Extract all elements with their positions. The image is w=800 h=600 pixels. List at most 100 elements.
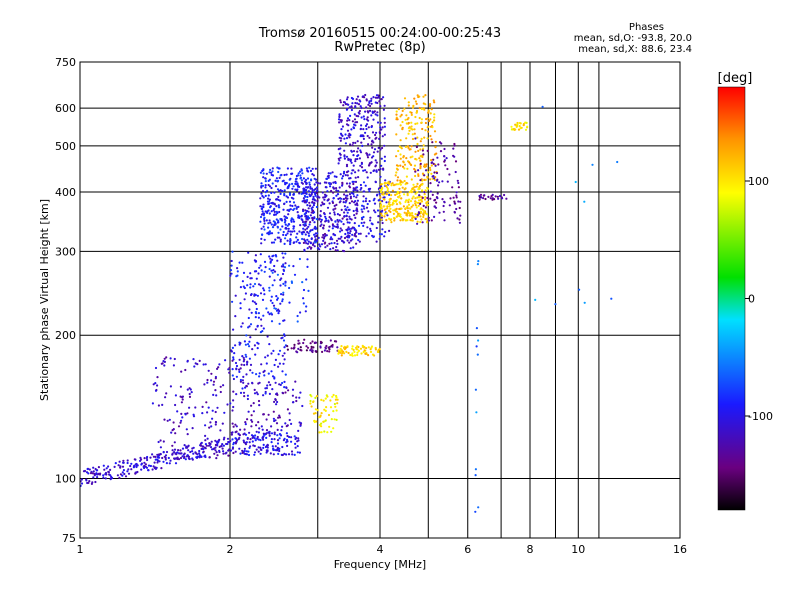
data-point — [239, 302, 242, 305]
data-point — [355, 114, 358, 117]
data-point — [378, 96, 381, 99]
data-point — [296, 174, 300, 177]
data-point — [373, 202, 377, 205]
y-tick-label: 500 — [55, 140, 76, 153]
data-point — [329, 406, 333, 409]
data-point — [292, 265, 295, 268]
data-point — [189, 450, 192, 454]
data-point — [389, 203, 392, 206]
data-point — [80, 482, 84, 485]
data-point — [340, 137, 343, 140]
data-point — [365, 123, 369, 126]
data-point — [333, 213, 336, 216]
data-point — [285, 386, 288, 389]
data-point — [249, 336, 252, 339]
data-point — [314, 194, 317, 197]
data-point — [217, 366, 220, 369]
data-point — [349, 195, 352, 198]
data-point — [235, 430, 238, 433]
data-point — [448, 204, 451, 207]
data-point — [271, 174, 275, 177]
data-point — [332, 247, 335, 250]
data-point — [312, 400, 315, 404]
data-point — [254, 353, 257, 356]
data-point — [287, 453, 291, 456]
data-point — [275, 255, 278, 258]
data-point — [241, 261, 244, 264]
data-point — [336, 193, 340, 196]
data-point — [328, 348, 331, 351]
data-point — [410, 113, 413, 116]
data-point — [367, 232, 370, 235]
data-point — [272, 269, 275, 272]
data-point — [367, 126, 370, 129]
data-point — [296, 184, 300, 187]
data-point — [336, 346, 339, 349]
data-point — [266, 384, 269, 387]
data-point — [314, 235, 317, 238]
data-point — [500, 196, 503, 199]
data-point — [431, 141, 434, 144]
data-point — [345, 155, 349, 158]
data-point — [405, 114, 408, 117]
data-point — [259, 448, 262, 451]
data-point — [302, 177, 305, 180]
data-point — [270, 241, 274, 244]
data-point — [277, 219, 280, 222]
data-point — [255, 448, 258, 451]
data-point — [267, 222, 270, 225]
data-point — [264, 392, 267, 395]
data-point — [242, 391, 246, 394]
data-point — [356, 345, 359, 348]
data-point — [349, 197, 352, 200]
data-point — [162, 440, 165, 443]
data-point — [183, 455, 186, 459]
data-point — [401, 127, 404, 130]
data-point — [291, 187, 294, 190]
data-point — [288, 418, 291, 422]
y-tick-label: 100 — [55, 473, 76, 486]
data-point — [199, 444, 203, 447]
data-point — [276, 298, 279, 301]
data-point — [276, 400, 279, 404]
data-point — [323, 349, 326, 352]
data-point — [186, 433, 189, 436]
data-point — [334, 405, 337, 408]
data-point — [335, 194, 338, 197]
data-point — [416, 191, 419, 194]
data-point — [231, 374, 234, 377]
data-point — [342, 197, 346, 201]
data-point — [393, 219, 396, 222]
data-point — [291, 388, 295, 391]
data-point — [294, 178, 298, 181]
data-point — [255, 277, 258, 280]
data-point — [262, 225, 265, 228]
data-point — [260, 227, 263, 230]
data-point — [330, 430, 333, 433]
data-point — [386, 205, 389, 208]
data-point — [311, 173, 314, 176]
data-point — [238, 358, 241, 361]
data-point — [113, 465, 116, 468]
data-point — [260, 186, 263, 189]
data-point — [316, 196, 319, 199]
data-point — [202, 450, 205, 453]
data-point — [231, 300, 234, 303]
data-point — [179, 456, 183, 460]
data-point — [282, 319, 285, 322]
data-point — [283, 266, 287, 269]
data-point — [355, 229, 358, 232]
data-point — [383, 215, 386, 218]
data-point — [424, 169, 428, 172]
data-point — [371, 223, 374, 226]
data-point — [181, 416, 184, 419]
data-point — [213, 452, 216, 455]
data-point — [143, 457, 146, 460]
data-point — [299, 224, 302, 227]
data-point — [283, 452, 286, 455]
data-point — [383, 125, 386, 128]
data-point — [225, 442, 228, 446]
data-point — [406, 167, 409, 170]
data-point — [424, 206, 427, 209]
data-point — [259, 446, 262, 449]
